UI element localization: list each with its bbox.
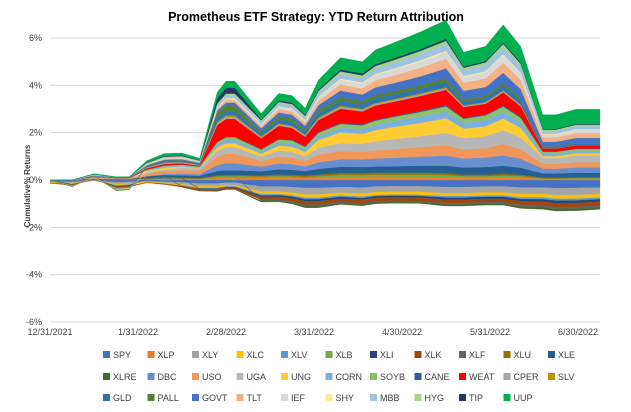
legend-label-cane: CANE [425, 372, 450, 382]
legend-swatch-cper [503, 373, 511, 380]
stacked-areas [49, 19, 601, 212]
legend-label-ung: UNG [291, 372, 311, 382]
legend-label-xlk: XLK [425, 350, 442, 360]
legend-label-slv: SLV [558, 372, 574, 382]
legend-label-hyg: HYG [425, 393, 445, 403]
area-xlre [50, 174, 601, 212]
x-tick-label: 1/31/2022 [118, 327, 158, 337]
x-tick-label: 5/31/2022 [470, 327, 510, 337]
legend-label-xlre: XLRE [113, 372, 137, 382]
area-uup [50, 19, 601, 181]
y-tick-label: -4% [26, 270, 42, 280]
legend-label-xlc: XLC [247, 350, 265, 360]
legend-label-govt: GOVT [202, 393, 228, 403]
legend-label-xle: XLE [558, 350, 575, 360]
legend-swatch-weat [459, 373, 466, 380]
legend-label-mbb: MBB [380, 393, 400, 403]
legend-label-shy: SHY [336, 393, 355, 403]
legend-swatch-uga [236, 373, 244, 380]
y-tick-label: 4% [29, 80, 42, 90]
legend-label-xlb: XLB [336, 350, 353, 360]
legend-label-xlp: XLP [158, 350, 175, 360]
y-tick-label: 2% [29, 128, 42, 138]
x-tick-label: 2/28/2022 [206, 327, 246, 337]
legend-swatch-shy [325, 394, 333, 401]
legend-swatch-tlt [236, 394, 244, 401]
legend-swatch-corn [325, 373, 333, 380]
legend-label-xli: XLI [380, 350, 394, 360]
legend-swatch-cane [414, 373, 422, 380]
x-axis-tick-labels: 12/31/2021 1/31/2022 2/28/2022 3/31/2022 4/3… [27, 327, 598, 337]
legend-swatch-hyg [414, 394, 422, 401]
legend-swatch-pall [147, 394, 155, 401]
legend-swatch-xlf [459, 351, 466, 358]
legend-label-spy: SPY [113, 350, 131, 360]
legend-label-dbc: DBC [158, 372, 178, 382]
legend-swatch-slv [548, 373, 555, 380]
legend: SPY XLP XLY XLC XLV XLB XLI XLK XLF XLU XLE XLRE DBC… [103, 350, 575, 403]
legend-label-xlu: XLU [514, 350, 532, 360]
y-axis-tick-labels: -6% -4% -2% 0% 2% 4% 6% [26, 33, 42, 327]
legend-swatch-govt [192, 394, 199, 401]
y-tick-label: 0% [29, 175, 42, 185]
legend-swatch-dbc [147, 373, 155, 380]
x-tick-label: 3/31/2022 [294, 327, 334, 337]
legend-label-pall: PALL [158, 393, 179, 403]
legend-label-xly: XLY [202, 350, 218, 360]
legend-label-weat: WEAT [469, 372, 495, 382]
legend-label-soyb: SOYB [380, 372, 405, 382]
legend-label-tlt: TLT [247, 393, 263, 403]
legend-label-ief: IEF [291, 393, 306, 403]
legend-swatch-gld [103, 394, 110, 401]
legend-swatch-uso [192, 373, 199, 380]
y-tick-label: -2% [26, 222, 42, 232]
legend-label-uup: UUP [514, 393, 533, 403]
legend-swatch-ung [281, 373, 288, 380]
legend-label-xlf: XLF [469, 350, 486, 360]
legend-swatch-xlu [503, 351, 511, 358]
legend-label-gld: GLD [113, 393, 132, 403]
legend-label-tip: TIP [469, 393, 483, 403]
legend-swatch-xlb [325, 351, 333, 358]
x-tick-label: 12/31/2021 [27, 327, 72, 337]
chart-title: Prometheus ETF Strategy: YTD Return Attr… [168, 10, 464, 24]
legend-swatch-xlre [103, 373, 110, 380]
legend-swatch-xly [192, 351, 199, 358]
legend-swatch-xlk [414, 351, 422, 358]
legend-swatch-tip [459, 394, 466, 401]
legend-label-uga: UGA [247, 372, 267, 382]
legend-swatch-uup [503, 394, 511, 401]
legend-label-cper: CPER [514, 372, 540, 382]
legend-swatch-mbb [370, 394, 377, 401]
legend-swatch-xle [548, 351, 555, 358]
legend-swatch-xlp [147, 351, 155, 358]
legend-label-corn: CORN [336, 372, 363, 382]
legend-swatch-soyb [370, 373, 377, 380]
x-tick-label: 6/30/2022 [558, 327, 598, 337]
x-tick-label: 4/30/2022 [382, 327, 422, 337]
legend-swatch-xlc [236, 351, 244, 358]
legend-swatch-xli [370, 351, 377, 358]
y-tick-label: 6% [29, 33, 42, 43]
legend-label-xlv: XLV [291, 350, 307, 360]
legend-swatch-ief [281, 394, 288, 401]
legend-swatch-spy [103, 351, 110, 358]
legend-swatch-xlv [281, 351, 288, 358]
legend-label-uso: USO [202, 372, 222, 382]
y-axis-label: Cumulative% Returns [23, 144, 32, 227]
y-tick-label: -6% [26, 317, 42, 327]
